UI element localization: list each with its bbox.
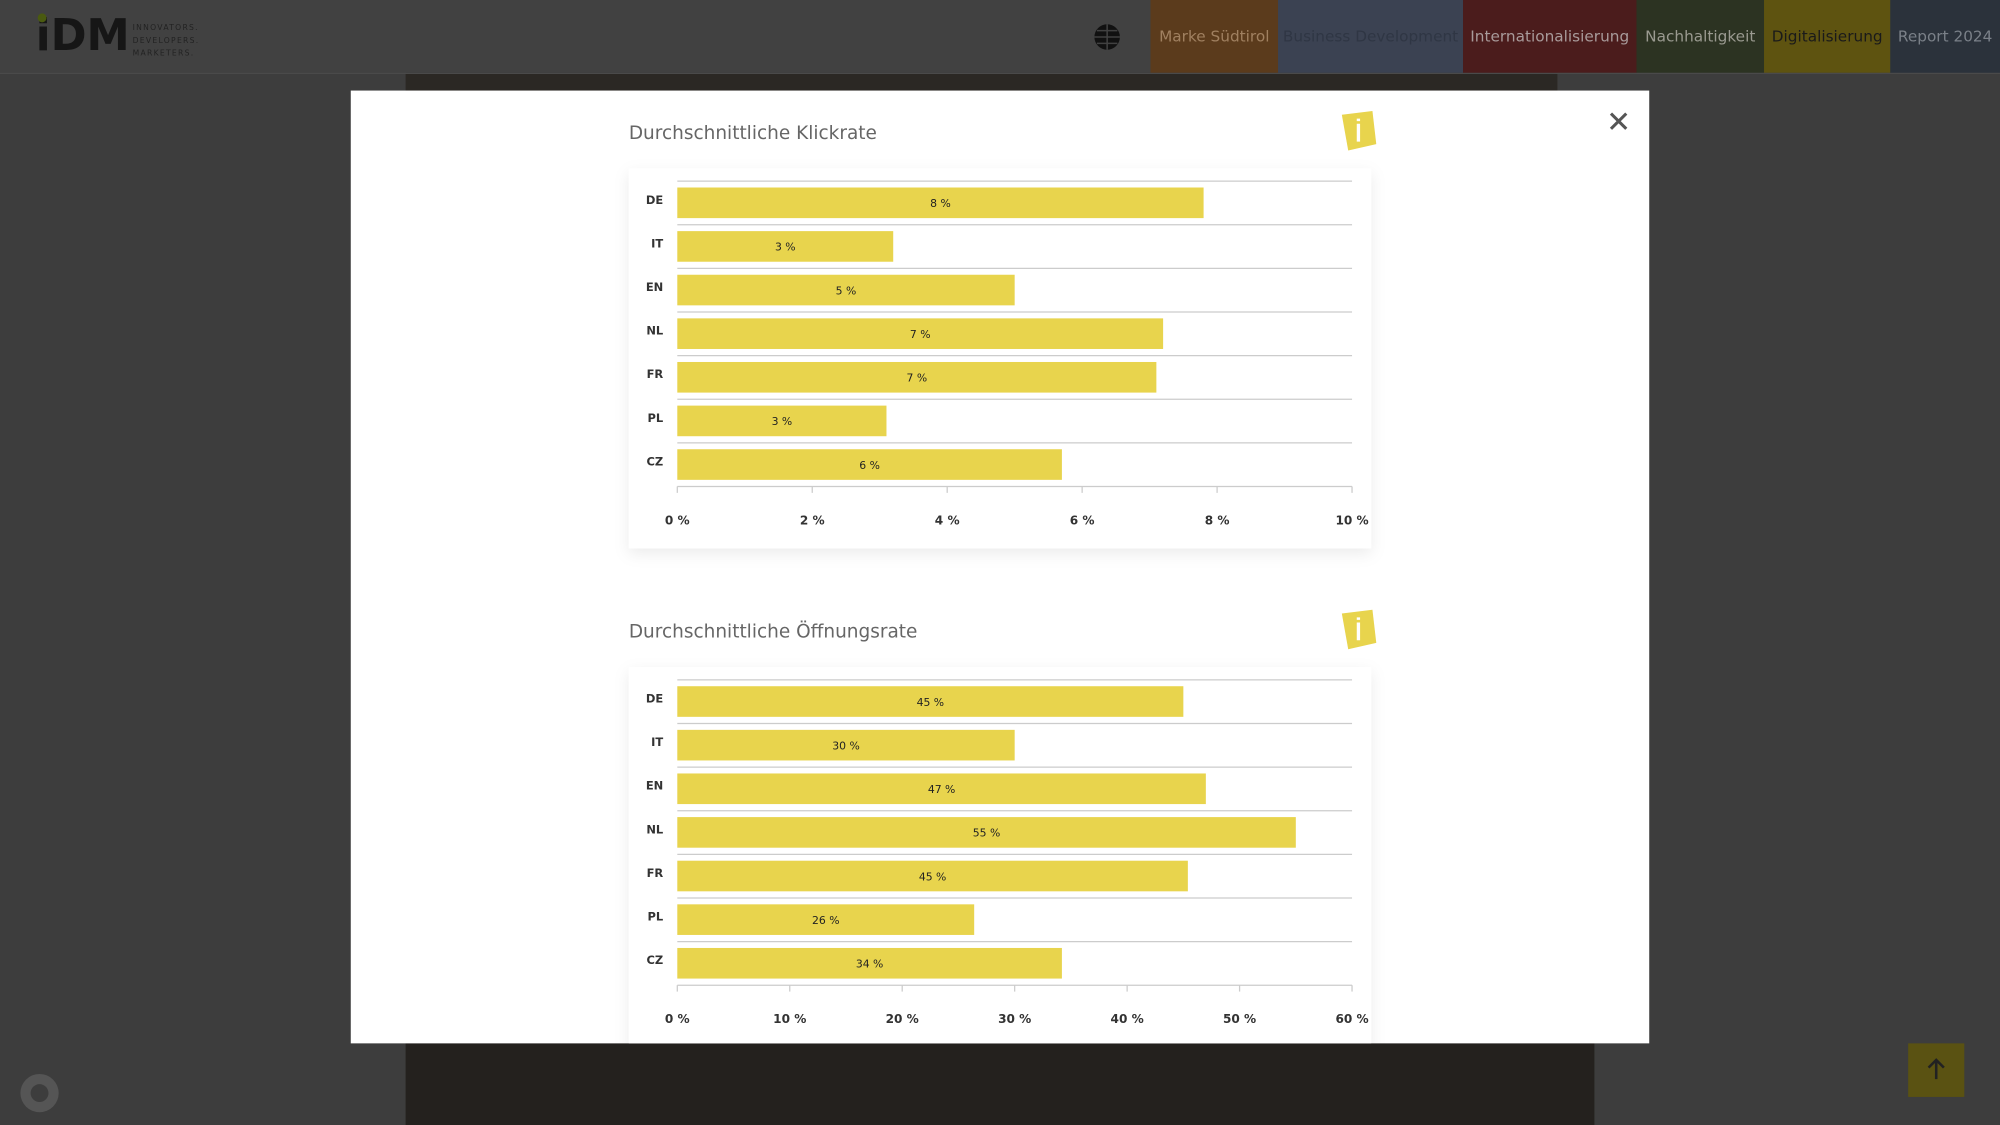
x-tick-label: 2 % xyxy=(800,513,825,527)
category-label: NL xyxy=(646,822,663,836)
nav-label[interactable]: Business Development xyxy=(1283,27,1458,45)
x-tick-label: 60 % xyxy=(1335,1012,1368,1026)
category-label: CZ xyxy=(647,953,664,967)
x-tick-label: 10 % xyxy=(1335,513,1368,527)
nav-label[interactable]: Digitalisierung xyxy=(1772,27,1883,45)
category-label: EN xyxy=(646,280,663,294)
bar xyxy=(677,231,894,262)
x-tick-label: 0 % xyxy=(665,1012,690,1026)
value-label: 45 % xyxy=(917,696,945,709)
value-label: 45 % xyxy=(919,870,947,883)
nav-label[interactable]: Marke Südtirol xyxy=(1159,27,1269,45)
value-label: 26 % xyxy=(812,914,840,927)
hero-image xyxy=(405,1043,1595,1125)
category-label: FR xyxy=(647,866,664,880)
close-button[interactable] xyxy=(1602,105,1635,138)
category-label: PL xyxy=(648,411,664,425)
nav-tab[interactable] xyxy=(1150,0,1279,73)
bar xyxy=(677,860,1188,892)
category-label: DE xyxy=(646,193,663,207)
tagline: DEVELOPERS. xyxy=(133,36,200,45)
x-tick-label: 4 % xyxy=(935,513,960,527)
bar xyxy=(677,729,1015,761)
value-label: 5 % xyxy=(836,284,857,297)
arrow-icon xyxy=(1927,1058,1945,1080)
cookie-icon xyxy=(30,1084,49,1103)
value-label: 3 % xyxy=(772,415,793,428)
bar xyxy=(677,686,1184,717)
x-tick-label: 8 % xyxy=(1205,513,1230,527)
category-label: DE xyxy=(646,691,663,705)
nav-tab[interactable] xyxy=(1463,0,1637,73)
x-tick-label: 0 % xyxy=(665,513,690,527)
bar xyxy=(677,361,1157,393)
category-label: NL xyxy=(646,324,663,338)
x-tick-label: 40 % xyxy=(1111,1012,1144,1026)
nav-label[interactable]: Nachhaltigkeit xyxy=(1645,27,1755,45)
x-tick-label: 20 % xyxy=(886,1012,919,1026)
logo-dot xyxy=(37,13,47,23)
x-tick-label: 10 % xyxy=(773,1012,806,1026)
nav-label[interactable]: Internationalisierung xyxy=(1470,27,1629,45)
bar xyxy=(677,274,1015,306)
tagline: MARKETERS. xyxy=(133,49,195,58)
bar xyxy=(677,405,887,437)
nav-label[interactable]: Report 2024 xyxy=(1898,27,1993,45)
bar xyxy=(677,904,975,935)
value-label: 30 % xyxy=(832,739,860,752)
value-label: 34 % xyxy=(856,958,884,971)
bar xyxy=(677,449,1062,480)
category-label: EN xyxy=(646,779,663,793)
bar xyxy=(677,947,1062,979)
bar xyxy=(677,187,1204,219)
value-label: 55 % xyxy=(973,827,1001,840)
bar xyxy=(677,773,1206,805)
x-tick-label: 50 % xyxy=(1223,1012,1256,1026)
chart-card xyxy=(628,667,1372,1044)
modal-content: Durchschnittliche Klickrate 0 % 2 % 4 % 6 % 8… xyxy=(628,110,1377,1044)
chart-title: Durchschnittliche Öffnungsrate xyxy=(629,621,918,643)
category-label: FR xyxy=(647,367,664,381)
category-label: PL xyxy=(648,910,664,924)
logo[interactable]: iDM xyxy=(36,11,130,61)
x-tick-label: 30 % xyxy=(998,1012,1031,1026)
nav-tab[interactable] xyxy=(1764,0,1891,73)
value-label: 7 % xyxy=(907,372,928,385)
value-label: 8 % xyxy=(930,197,951,210)
category-label: IT xyxy=(651,236,663,250)
value-label: 7 % xyxy=(910,328,931,341)
hero-image xyxy=(405,72,1558,91)
value-label: 47 % xyxy=(928,783,956,796)
category-label: CZ xyxy=(647,454,664,468)
language-icon[interactable] xyxy=(1094,24,1120,50)
value-label: 3 % xyxy=(775,241,796,254)
chart-title: Durchschnittliche Klickrate xyxy=(629,123,877,144)
value-label: 6 % xyxy=(859,459,880,472)
bar xyxy=(677,318,1164,349)
category-label: IT xyxy=(651,735,663,749)
nav-tab[interactable] xyxy=(1636,0,1765,73)
nav-tab[interactable] xyxy=(1890,0,2000,73)
bar xyxy=(677,817,1296,848)
tagline: INNOVATORS. xyxy=(133,23,199,32)
chart-card xyxy=(628,168,1372,549)
nav: Marke Südtirol Business Development Intern… xyxy=(1150,0,2000,73)
x-tick-label: 6 % xyxy=(1070,513,1095,527)
nav-tab[interactable] xyxy=(1278,0,1464,73)
